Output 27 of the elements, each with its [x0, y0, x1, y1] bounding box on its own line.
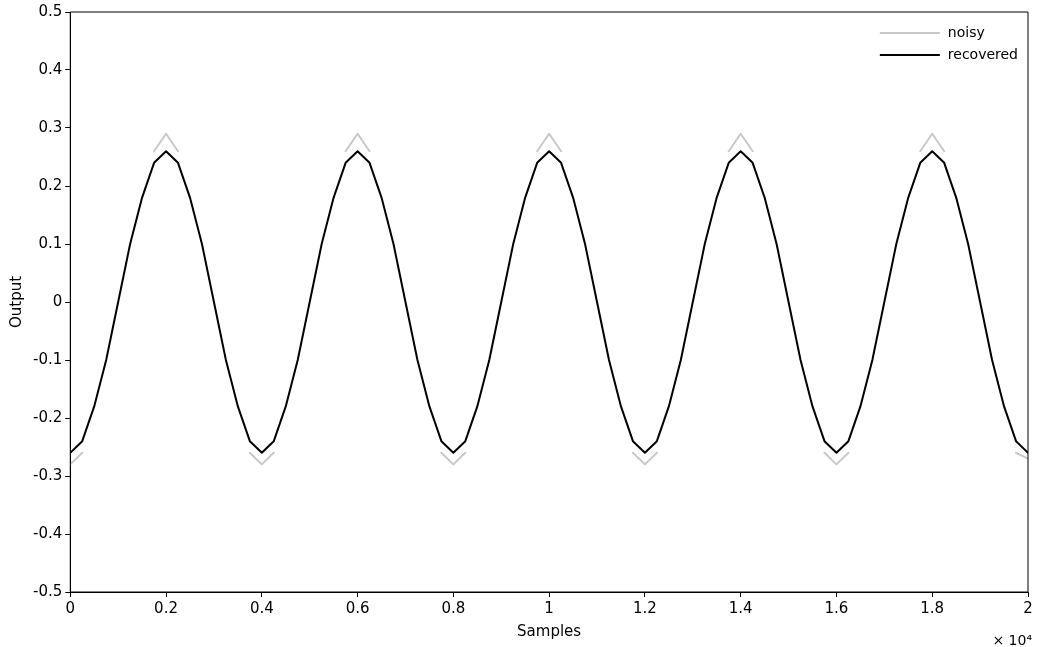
x-tick-label: 1.4: [728, 598, 753, 617]
y-tick-label: -0.3: [32, 465, 63, 484]
x-tick-label: 0.4: [249, 598, 274, 617]
y-tick-label: 0.3: [38, 117, 63, 136]
y-tick-label: 0.4: [38, 59, 63, 78]
x-tick-label: 1.6: [824, 598, 849, 617]
legend-label: recovered: [947, 45, 1018, 62]
x-tick-label: 2: [1023, 598, 1033, 617]
y-tick-label: 0.5: [38, 1, 63, 20]
x-tick-label: 0.6: [345, 598, 370, 617]
y-tick-label: -0.5: [32, 581, 63, 600]
x-tick-label: 0: [65, 598, 76, 617]
x-tick-label: 1.2: [632, 598, 657, 617]
y-tick-label: -0.4: [32, 523, 63, 542]
y-tick-label: -0.2: [32, 407, 63, 426]
x-tick-label: 0.2: [154, 598, 178, 617]
y-tick-label: -0.1: [32, 349, 63, 368]
x-axis-title: Samples: [517, 621, 582, 640]
text: × 10⁴: [992, 631, 1033, 647]
y-tick-label: 0.1: [38, 233, 63, 252]
x-tick-label: 1: [544, 598, 554, 617]
x-tick-label: 1.8: [920, 598, 945, 617]
x-tick-label: 0.8: [441, 598, 466, 617]
legend-label: noisy: [947, 23, 985, 40]
y-tick-label: 0.2: [38, 175, 63, 194]
y-axis-title: Output: [6, 275, 25, 329]
y-tick-label: 0: [52, 291, 63, 310]
